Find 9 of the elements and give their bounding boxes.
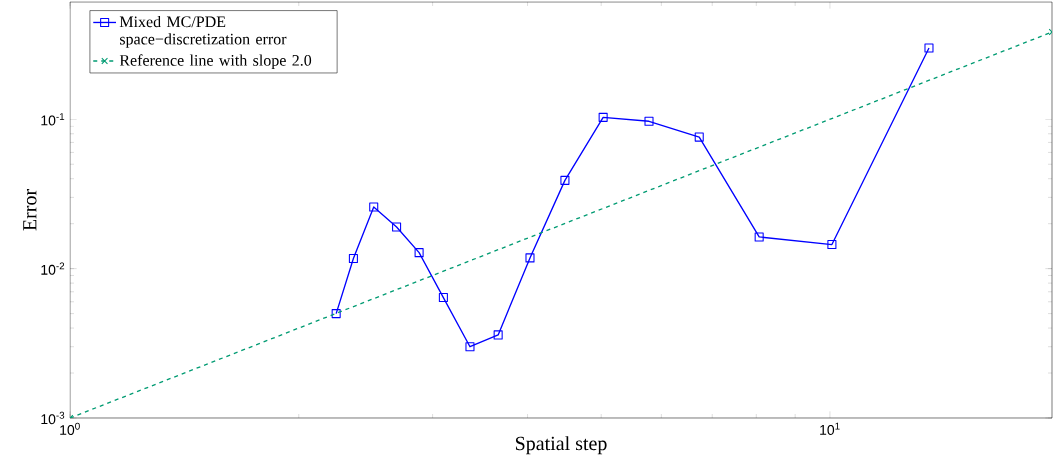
x-tick-label: 10$^{1}$ [820,422,840,435]
y-tick-label: 10$^{-2}$ [41,262,65,275]
y-axis-title: Error [23,189,37,231]
legend-label: Reference line with slope 2.0 [119,54,312,70]
y-tick-label: 10$^{-3}$ [41,411,65,425]
x-tick-label: 10$^{0}$ [60,422,80,435]
legend-label: Mixed MC/PDE space−discretization error [119,15,287,48]
y-tick-label: 10$^{-1}$ [41,113,65,126]
x-axis-title: Spatial step [515,436,607,455]
